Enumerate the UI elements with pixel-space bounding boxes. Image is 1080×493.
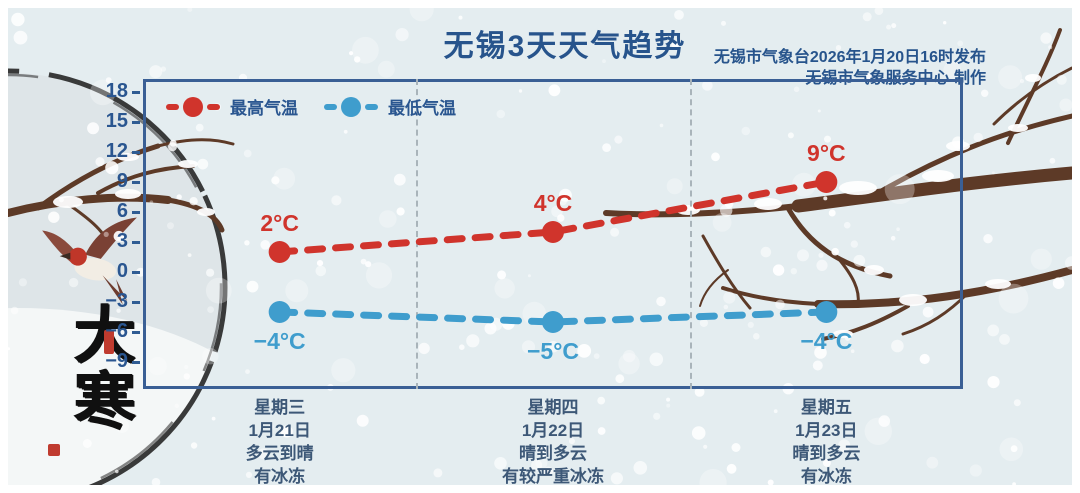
point-value-label: −5°C bbox=[526, 338, 580, 364]
chart-plot-area bbox=[143, 79, 963, 389]
y-tick-label: 0 bbox=[116, 260, 128, 282]
point-value-label: −4°C bbox=[253, 328, 306, 354]
legend-label: 最低气温 bbox=[388, 99, 456, 118]
x-category-line: 晴到多云 bbox=[519, 444, 587, 463]
x-category-line: 星期三 bbox=[254, 398, 306, 417]
solar-term-calligraphy: 大寒 bbox=[63, 302, 136, 434]
y-tick-mark bbox=[132, 361, 140, 364]
x-category-line: 多云到晴 bbox=[245, 444, 314, 463]
point-value-label: 9°C bbox=[807, 140, 846, 166]
y-tick-mark bbox=[132, 151, 140, 154]
y-tick-mark bbox=[132, 181, 140, 184]
y-tick-mark bbox=[132, 91, 140, 94]
point-value-label: −4°C bbox=[800, 328, 853, 354]
x-category-line: 星期五 bbox=[800, 398, 852, 417]
x-category-line: 有较严重冰冻 bbox=[502, 467, 604, 485]
x-category-line: 晴到多云 bbox=[792, 444, 861, 463]
x-category-line: 1月22日 bbox=[521, 421, 585, 440]
y-tick-mark bbox=[132, 331, 140, 334]
high-temp-marker-icon bbox=[166, 96, 220, 117]
snow-panel: 大寒 无锡3天天气趋势 无锡市气象台2026年1月20日16时发布 无锡市气象服… bbox=[8, 8, 1072, 485]
y-tick-label: 3 bbox=[116, 230, 128, 252]
legend-item-low: 最低气温 bbox=[324, 94, 456, 119]
issued-by-line: 无锡市气象台2026年1月20日16时发布 bbox=[713, 49, 986, 66]
red-seal-stamp bbox=[48, 444, 60, 456]
x-category-line: 有冰冻 bbox=[800, 467, 852, 485]
producer-line: 无锡市气象服务中心 制作 bbox=[805, 70, 986, 87]
y-tick-mark bbox=[132, 211, 140, 214]
x-category-line: 星期四 bbox=[527, 398, 579, 417]
y-tick-label: 6 bbox=[116, 200, 128, 222]
point-value-label: 2°C bbox=[260, 210, 299, 236]
vertical-separator bbox=[689, 79, 692, 389]
x-category-line: 有冰冻 bbox=[254, 467, 306, 485]
y-tick-label: −6 bbox=[105, 320, 128, 342]
vertical-separator bbox=[416, 79, 419, 389]
x-category-line: 1月21日 bbox=[248, 421, 311, 440]
x-category-label: 星期四 1月22日晴到多云有较严重冰冻 bbox=[433, 396, 673, 485]
x-category-line: 1月23日 bbox=[795, 421, 858, 440]
x-category-label: 星期三 1月21日多云到晴有冰冻 bbox=[160, 396, 400, 485]
y-tick-mark bbox=[132, 301, 140, 304]
legend-label: 最高气温 bbox=[230, 99, 298, 118]
point-value-label: 4°C bbox=[533, 190, 573, 216]
y-tick-label: −9 bbox=[105, 350, 128, 372]
x-category-label: 星期五 1月23日晴到多云有冰冻 bbox=[706, 396, 946, 485]
y-tick-label: 9 bbox=[116, 170, 128, 192]
chart-legend: 最高气温 最低气温 bbox=[166, 94, 456, 119]
y-tick-mark bbox=[132, 241, 140, 244]
y-tick-label: 12 bbox=[105, 140, 128, 162]
y-tick-label: 15 bbox=[105, 110, 128, 132]
page-title: 无锡3天天气趋势 bbox=[443, 30, 687, 63]
legend-item-high: 最高气温 bbox=[166, 94, 298, 119]
y-tick-mark bbox=[132, 271, 140, 274]
red-seal-stamp bbox=[104, 330, 114, 354]
y-tick-mark bbox=[132, 121, 140, 124]
low-temp-marker-icon bbox=[324, 96, 378, 117]
y-tick-label: 18 bbox=[105, 80, 128, 102]
y-tick-label: −3 bbox=[105, 290, 128, 312]
